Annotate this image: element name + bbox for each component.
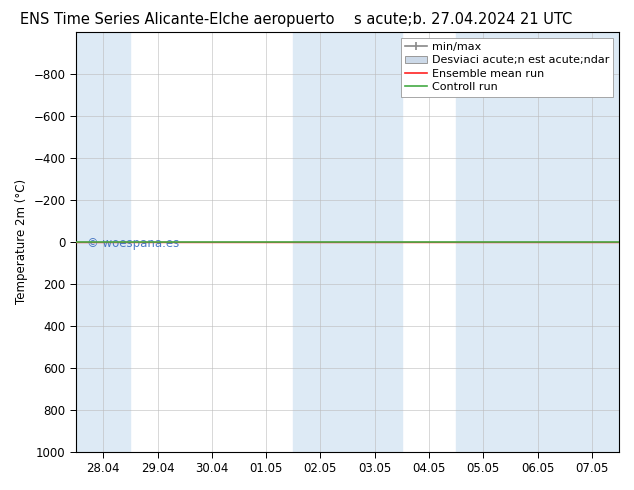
Bar <box>76 32 131 452</box>
Bar <box>294 32 347 452</box>
Bar <box>510 32 565 452</box>
Bar <box>347 32 402 452</box>
Text: © woespana.es: © woespana.es <box>87 238 179 250</box>
Text: ENS Time Series Alicante-Elche aeropuerto: ENS Time Series Alicante-Elche aeropuert… <box>20 12 335 27</box>
Bar <box>565 32 619 452</box>
Legend: min/max, Desviaci acute;n est acute;ndar, Ensemble mean run, Controll run: min/max, Desviaci acute;n est acute;ndar… <box>401 38 614 97</box>
Y-axis label: Temperature 2m (°C): Temperature 2m (°C) <box>15 179 28 304</box>
Text: s acute;b. 27.04.2024 21 UTC: s acute;b. 27.04.2024 21 UTC <box>354 12 572 27</box>
Bar <box>456 32 510 452</box>
